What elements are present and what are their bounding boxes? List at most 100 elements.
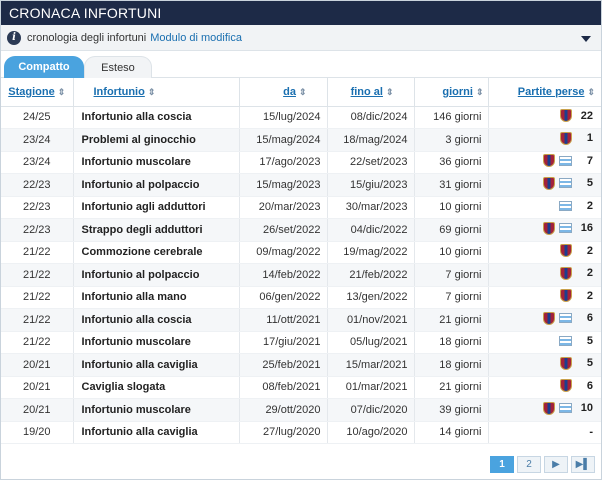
table-row: 23/24 Problemi al ginocchio 15/mag/2024 18/… (1, 128, 601, 152)
to-date-cell: 21/feb/2022 (327, 263, 415, 287)
games-missed-count: 2 (586, 289, 593, 302)
from-date-cell: 29/ott/2020 (239, 398, 328, 422)
games-missed-cell: 2 (488, 286, 601, 309)
games-missed-count: 10 (580, 402, 593, 415)
national-team-crest-icon (559, 201, 572, 212)
table-row: 20/21 Caviglia slogata 08/feb/2021 01/mar/2… (1, 376, 601, 399)
from-date-cell: 27/lug/2020 (239, 421, 328, 444)
page-1-button[interactable]: 1 (490, 456, 514, 473)
injury-table: Stagione ⇕ Infortunio ⇕ da ⇕ fino al ⇕ giorn… (1, 78, 601, 444)
injury-cell: Infortunio muscolare (73, 398, 240, 422)
season-cell: 21/22 (1, 286, 74, 309)
table-header-row: Stagione ⇕ Infortunio ⇕ da ⇕ fino al ⇕ giorn… (1, 78, 601, 107)
from-date-cell: 08/feb/2021 (239, 376, 328, 399)
national-team-crest-icon (559, 403, 572, 414)
next-page-button[interactable]: ▶ (544, 456, 568, 473)
games-missed-cell: 5 (488, 331, 601, 354)
season-cell: 21/22 (1, 331, 74, 354)
from-date-cell: 15/mag/2023 (239, 173, 328, 197)
games-missed-cell: 1 (488, 128, 601, 152)
days-cell: 21 giorni (414, 376, 489, 399)
injury-cell: Caviglia slogata (73, 376, 240, 399)
column-header-games[interactable]: Partite perse ⇕ (488, 78, 601, 107)
view-tabs: Compatto Esteso (1, 51, 601, 78)
injury-cell: Infortunio al polpaccio (73, 173, 240, 197)
table-row: 20/21 Infortunio alla caviglia 25/feb/2021… (1, 353, 601, 377)
table-row: 23/24 Infortunio muscolare 17/ago/2023 22/s… (1, 151, 601, 174)
from-date-cell: 06/gen/2022 (239, 286, 328, 309)
to-date-cell: 19/mag/2022 (327, 241, 415, 264)
table-row: 21/22 Infortunio muscolare 17/giu/2021 05/l… (1, 331, 601, 354)
club-crest-icon (560, 109, 572, 123)
tab-extended[interactable]: Esteso (84, 56, 152, 78)
to-date-cell: 05/lug/2021 (327, 331, 415, 354)
games-missed-count: 5 (586, 357, 593, 370)
injury-cell: Infortunio muscolare (73, 331, 240, 354)
to-date-cell: 01/mar/2021 (327, 376, 415, 399)
column-header-season[interactable]: Stagione ⇕ (1, 78, 74, 107)
table-row: 21/22 Infortunio al polpaccio 14/feb/2022 2… (1, 263, 601, 287)
games-missed-count: 5 (586, 177, 593, 190)
games-missed-count: 2 (586, 267, 593, 280)
table-row: 22/23 Strappo degli adduttori 26/set/2022 0… (1, 218, 601, 242)
from-date-cell: 17/giu/2021 (239, 331, 328, 354)
games-missed-count: 2 (586, 200, 593, 213)
info-icon: i (7, 30, 21, 45)
season-cell: 22/23 (1, 196, 74, 219)
days-cell: 7 giorni (414, 263, 489, 287)
club-crest-icon (560, 289, 572, 303)
season-cell: 19/20 (1, 421, 74, 444)
last-page-button[interactable]: ▶▌ (571, 456, 595, 473)
club-crest-icon (560, 356, 572, 370)
season-cell: 21/22 (1, 308, 74, 332)
table-row: 21/22 Commozione cerebrale 09/mag/2022 19/m… (1, 241, 601, 264)
season-cell: 22/23 (1, 173, 74, 197)
table-row: 21/22 Infortunio alla coscia 11/ott/2021 01… (1, 308, 601, 332)
club-crest-icon (560, 131, 572, 145)
club-crest-icon (560, 379, 572, 393)
games-missed-count: 7 (586, 154, 593, 167)
season-cell: 23/24 (1, 151, 74, 174)
injury-cell: Infortunio alla caviglia (73, 421, 240, 444)
edit-form-link[interactable]: Modulo di modifica (150, 31, 242, 44)
days-cell: 10 giorni (414, 196, 489, 219)
club-crest-icon (543, 176, 555, 190)
page-2-button[interactable]: 2 (517, 456, 541, 473)
days-cell: 39 giorni (414, 398, 489, 422)
from-date-cell: 25/feb/2021 (239, 353, 328, 377)
games-missed-cell: 2 (488, 241, 601, 264)
column-header-from[interactable]: da ⇕ (239, 78, 328, 107)
games-missed-count: - (589, 426, 593, 439)
games-missed-count: 1 (586, 132, 593, 145)
season-cell: 20/21 (1, 398, 74, 422)
days-cell: 14 giorni (414, 421, 489, 444)
tab-compact[interactable]: Compatto (4, 56, 84, 78)
injury-cell: Infortunio alla coscia (73, 106, 240, 129)
to-date-cell: 07/dic/2020 (327, 398, 415, 422)
column-header-to[interactable]: fino al ⇕ (327, 78, 415, 107)
from-date-cell: 15/mag/2024 (239, 128, 328, 152)
sort-icon: ⇕ (57, 86, 66, 97)
chevron-down-icon[interactable] (581, 36, 591, 42)
injury-cell: Infortunio alla mano (73, 286, 240, 309)
games-missed-cell: 2 (488, 263, 601, 287)
table-row: 22/23 Infortunio al polpaccio 15/mag/2023 1… (1, 173, 601, 197)
injury-cell: Infortunio alla caviglia (73, 353, 240, 377)
subheader-bar: i cronologia degli infortuni Modulo di m… (1, 25, 601, 51)
days-cell: 10 giorni (414, 241, 489, 264)
days-cell: 21 giorni (414, 308, 489, 332)
injury-cell: Infortunio alla coscia (73, 308, 240, 332)
season-cell: 24/25 (1, 106, 74, 129)
days-cell: 31 giorni (414, 173, 489, 197)
column-header-injury[interactable]: Infortunio ⇕ (73, 78, 240, 107)
games-missed-cell: 6 (488, 376, 601, 399)
table-row: 24/25 Infortunio alla coscia 15/lug/2024 08… (1, 106, 601, 129)
national-team-crest-icon (559, 223, 572, 234)
sort-icon: ⇕ (385, 86, 394, 97)
column-header-days[interactable]: giorni ⇕ (414, 78, 489, 107)
injury-cell: Infortunio muscolare (73, 151, 240, 174)
from-date-cell: 09/mag/2022 (239, 241, 328, 264)
from-date-cell: 14/feb/2022 (239, 263, 328, 287)
games-missed-count: 6 (586, 312, 593, 325)
season-cell: 20/21 (1, 353, 74, 377)
